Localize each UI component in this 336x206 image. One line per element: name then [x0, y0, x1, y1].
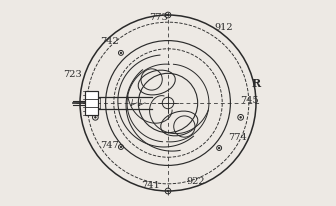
Text: 745: 745: [241, 96, 259, 105]
Circle shape: [167, 190, 169, 192]
Text: 723: 723: [64, 70, 82, 79]
Circle shape: [120, 146, 122, 148]
Text: R: R: [251, 78, 260, 89]
Circle shape: [94, 117, 96, 118]
Bar: [85, 91, 98, 115]
Text: 912: 912: [214, 23, 233, 32]
Circle shape: [167, 14, 169, 16]
Text: 742: 742: [100, 37, 119, 46]
Text: 774: 774: [228, 133, 247, 142]
Circle shape: [218, 147, 220, 149]
Circle shape: [240, 117, 242, 118]
Text: 773: 773: [150, 13, 168, 22]
Text: 741: 741: [141, 181, 160, 190]
Circle shape: [120, 52, 122, 54]
Text: 747: 747: [100, 142, 119, 150]
Text: 922: 922: [186, 177, 205, 186]
